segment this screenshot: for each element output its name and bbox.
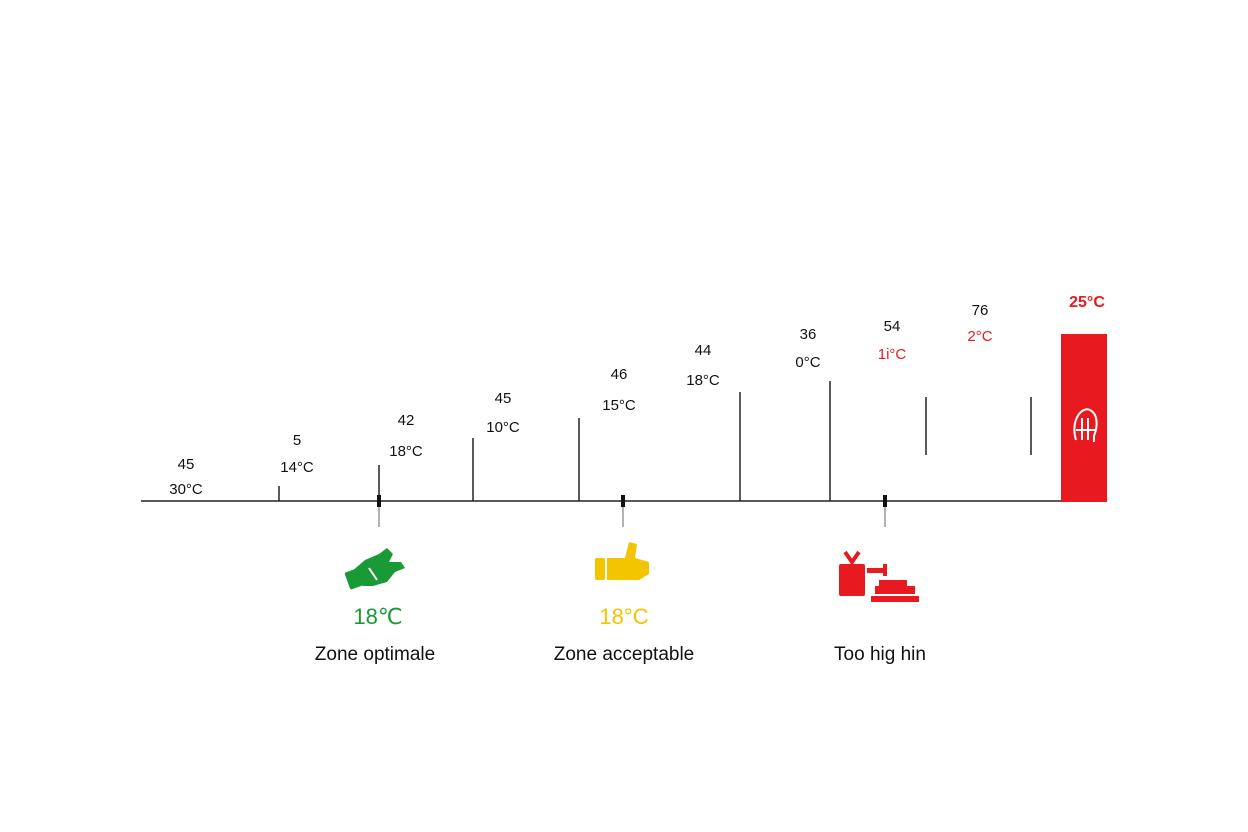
point-temp-2: 18°C [389,443,423,460]
point-value-4: 46 [610,366,628,383]
zone-too-high-label: Too hig hin [834,644,926,665]
point-temp-7: 1i°C [877,346,907,363]
zone-tick-0 [377,495,381,507]
zone-tick-1 [621,495,625,507]
zone-too-high [835,546,925,610]
zone-acceptable-temp: 18°C [599,604,649,629]
point-value-3: 45 [494,390,512,407]
point-value-0: 45 [177,456,195,473]
point-temp-6: 0°C [795,354,821,371]
point-value-6: 36 [799,326,817,343]
gift-scale-icon [839,550,919,602]
bar-glyph-icon [1073,408,1098,442]
zone-acceptable-label: Zone acceptable [553,644,695,665]
point-temp-5: 18°C [686,372,720,389]
final-bar-label: 25°C [1069,294,1105,311]
point-value-7: 54 [883,318,901,335]
point-value-8: 76 [971,302,989,319]
thumbs-up-icon [595,542,649,580]
point-temp-4: 15°C [602,397,636,414]
point-temp-3: 10°C [486,419,520,436]
zone-tick-2 [883,495,887,507]
final-bar [1061,334,1107,502]
hand-icon [344,548,405,590]
zone-optimale-label: Zone optimale [314,644,436,665]
zone-optimale-temp: 18℃ [353,604,403,629]
point-value-5: 44 [694,342,712,359]
point-value-1: 5 [292,432,302,449]
point-temp-1: 14°C [280,459,314,476]
point-temp-0: 30°C [169,481,203,498]
point-value-2: 42 [397,412,415,429]
zone-optimale: 18℃ [343,540,413,630]
zone-acceptable: 18°C [589,540,659,630]
point-temp-8: 2°C [967,328,993,345]
